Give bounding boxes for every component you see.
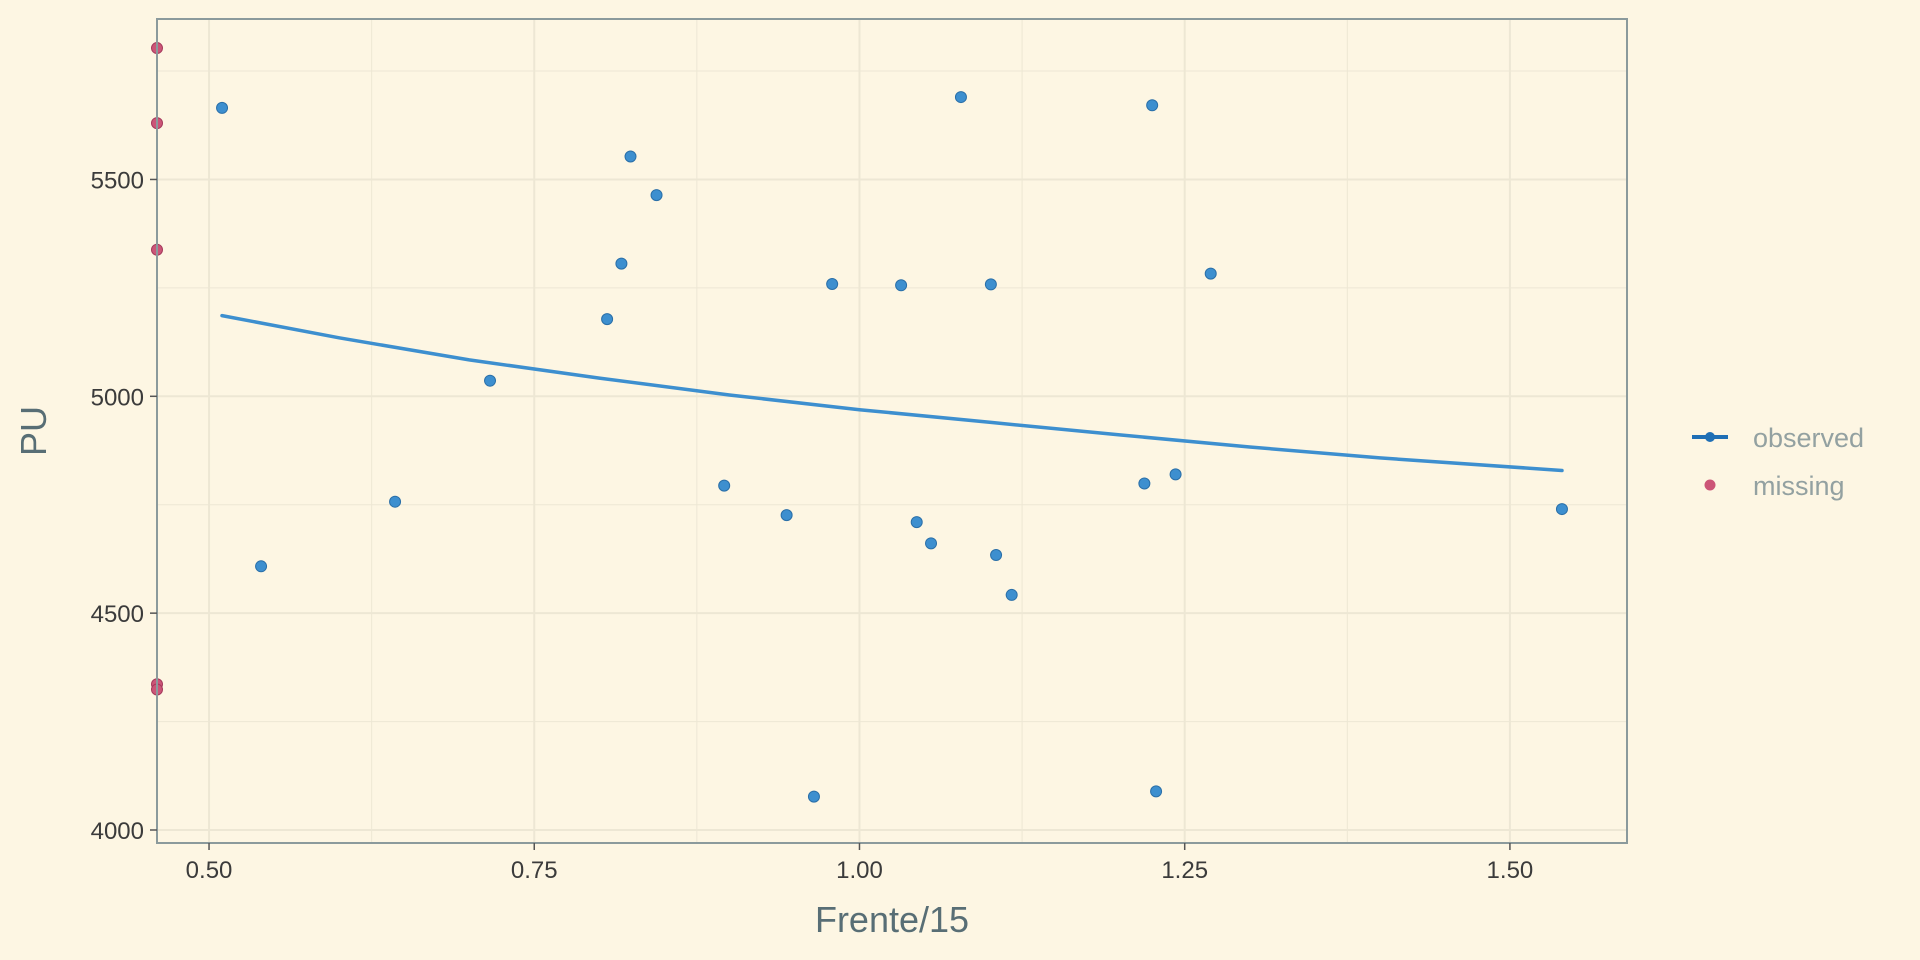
data-point-observed: [895, 279, 908, 292]
data-point-observed: [984, 278, 997, 291]
x-tick-label: 1.50: [1487, 857, 1534, 884]
legend-missing-dot: [1704, 479, 1716, 491]
data-point-observed: [615, 257, 628, 270]
panel-border: [156, 18, 1628, 844]
data-point-observed: [624, 150, 637, 163]
y-tick-label: 5500: [91, 167, 144, 194]
data-point-observed: [718, 479, 731, 492]
points-layer: [151, 42, 1568, 803]
fit-line-layer: [220, 313, 1564, 473]
y-tick-label: 4000: [91, 818, 144, 845]
x-tick-label: 0.75: [511, 857, 558, 884]
data-point-observed: [910, 516, 923, 529]
data-point-observed: [1169, 468, 1182, 481]
data-point-observed: [216, 101, 229, 114]
data-point-observed: [1146, 99, 1159, 112]
data-point-observed: [255, 560, 268, 573]
data-point-observed: [780, 509, 793, 522]
data-point-observed: [484, 374, 497, 387]
fit-line-observed: [220, 313, 1564, 473]
x-tick-label: 0.50: [186, 857, 233, 884]
data-point-observed: [1204, 267, 1217, 280]
y-axis-title: PU: [13, 406, 54, 456]
legend-item-observed: observed: [1692, 423, 1864, 453]
data-point-observed: [1005, 588, 1018, 601]
x-tick-label: 1.25: [1161, 857, 1208, 884]
x-tick-label: 1.00: [836, 857, 883, 884]
data-point-observed: [389, 495, 402, 508]
legend-item-missing: missing: [1704, 471, 1845, 501]
x-axis-title: Frente/15: [815, 899, 969, 940]
legend: observed missing: [1692, 423, 1864, 501]
legend-observed-dot: [1705, 432, 1715, 442]
data-point-observed: [650, 189, 663, 202]
data-point-observed: [1138, 477, 1151, 490]
data-point-observed: [990, 549, 1003, 562]
grid-layer: [157, 19, 1627, 843]
data-point-observed: [925, 537, 938, 550]
data-point-observed: [954, 91, 967, 104]
legend-label-missing: missing: [1753, 471, 1845, 501]
y-tick-label: 5000: [91, 384, 144, 411]
data-point-observed: [807, 790, 820, 803]
data-point-observed: [601, 313, 614, 326]
legend-label-observed: observed: [1753, 423, 1864, 453]
axis-ticks: 0.50 0.75 1.00 1.25 1.50 4000 4500 5000 5500: [91, 167, 1534, 884]
y-tick-label: 4500: [91, 601, 144, 628]
data-point-observed: [1150, 785, 1163, 798]
data-point-observed: [826, 277, 839, 290]
data-point-observed: [1555, 503, 1568, 516]
